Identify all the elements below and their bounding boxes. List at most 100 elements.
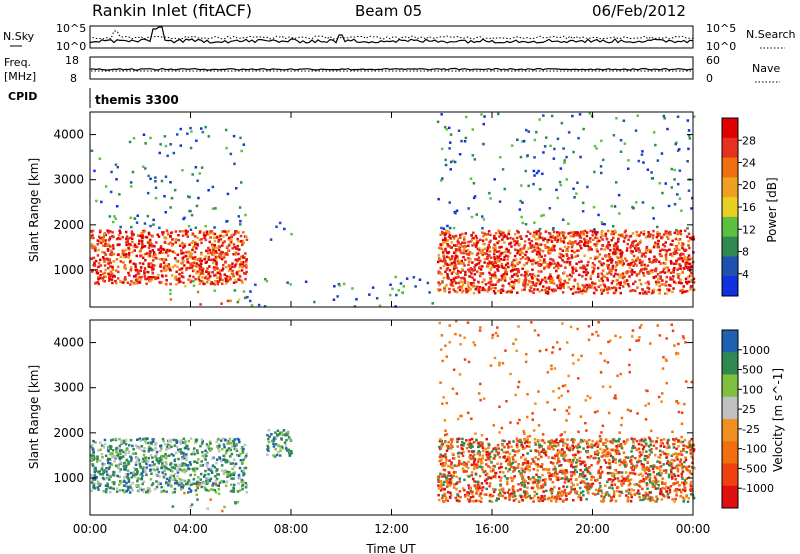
range-gate-cell xyxy=(191,255,194,259)
range-gate-cell xyxy=(142,480,146,484)
range-gate-cell xyxy=(96,460,99,463)
range-gate-cell xyxy=(187,224,191,228)
range-gate-cell xyxy=(482,234,485,238)
range-gate-cell xyxy=(664,469,668,472)
range-gate-cell xyxy=(644,255,647,258)
range-gate-cell xyxy=(234,258,238,262)
range-gate-cell xyxy=(597,275,600,278)
range-gate-cell xyxy=(174,230,178,233)
range-gate-cell xyxy=(599,165,603,168)
range-gate-cell xyxy=(173,264,177,267)
range-gate-cell xyxy=(353,305,357,308)
range-gate-cell xyxy=(117,270,120,274)
range-gate-cell xyxy=(461,241,464,244)
range-gate-cell xyxy=(132,448,135,451)
range-gate-cell xyxy=(112,260,115,263)
range-gate-cell xyxy=(228,236,231,240)
range-gate-cell xyxy=(489,197,492,200)
range-gate-cell xyxy=(114,279,117,283)
range-gate-cell xyxy=(274,431,277,434)
range-gate-cell xyxy=(601,279,605,283)
range-gate-cell xyxy=(177,466,180,469)
range-gate-cell xyxy=(481,248,484,252)
range-gate-cell xyxy=(243,456,247,459)
range-gate-cell xyxy=(218,272,222,275)
range-gate-cell xyxy=(471,285,475,288)
range-gate-cell xyxy=(525,250,528,254)
range-gate-cell xyxy=(234,462,238,465)
range-gate-cell xyxy=(521,247,524,250)
range-gate-cell xyxy=(235,271,239,275)
range-gate-cell xyxy=(676,230,680,234)
range-gate-cell xyxy=(196,486,199,490)
range-gate-cell xyxy=(494,283,497,286)
range-gate-cell xyxy=(242,261,245,264)
range-gate-cell xyxy=(624,456,628,459)
range-gate-cell xyxy=(196,242,199,246)
range-gate-cell xyxy=(661,279,664,282)
range-gate-cell xyxy=(688,258,691,261)
range-gate-cell xyxy=(199,444,202,448)
range-gate-cell xyxy=(169,483,173,487)
range-gate-cell xyxy=(110,463,114,466)
range-gate-cell xyxy=(556,472,559,476)
range-gate-cell xyxy=(661,486,664,490)
range-gate-cell xyxy=(444,262,447,265)
range-gate-cell xyxy=(468,438,472,442)
range-gate-cell xyxy=(467,240,470,244)
range-gate-cell xyxy=(464,464,467,467)
range-gate-cell xyxy=(181,462,184,465)
range-gate-cell xyxy=(273,455,277,458)
range-gate-cell xyxy=(158,475,161,478)
range-gate-cell xyxy=(475,438,478,442)
range-gate-cell xyxy=(471,244,474,247)
range-gate-cell xyxy=(596,255,600,259)
range-gate-cell xyxy=(442,276,446,280)
range-gate-cell xyxy=(200,238,203,241)
range-gate-cell xyxy=(185,268,188,272)
range-gate-cell xyxy=(520,250,523,254)
range-gate-cell xyxy=(533,174,536,177)
range-gate-cell xyxy=(631,270,634,273)
range-gate-cell xyxy=(659,271,662,274)
range-gate-cell xyxy=(109,245,112,248)
range-gate-cell xyxy=(671,243,674,246)
range-gate-cell xyxy=(439,259,442,262)
range-gate-cell xyxy=(687,266,690,269)
range-gate-cell xyxy=(604,232,607,236)
range-gate-cell xyxy=(140,445,143,448)
range-gate-cell xyxy=(228,439,232,442)
range-gate-cell xyxy=(579,473,583,477)
range-gate-cell xyxy=(634,280,637,283)
range-gate-cell xyxy=(479,238,482,242)
range-gate-cell xyxy=(564,281,567,284)
range-gate-cell xyxy=(496,462,499,465)
range-gate-cell xyxy=(550,495,554,498)
range-gate-cell xyxy=(122,250,126,253)
range-gate-cell xyxy=(597,451,600,455)
range-gate-cell xyxy=(576,254,580,257)
range-gate-cell xyxy=(462,289,465,292)
range-gate-cell xyxy=(267,449,270,452)
range-gate-cell xyxy=(149,136,152,140)
range-gate-cell xyxy=(236,437,239,441)
range-gate-cell xyxy=(114,217,117,220)
range-gate-cell xyxy=(143,272,146,275)
range-gate-cell xyxy=(473,278,476,282)
range-gate-cell xyxy=(94,282,97,285)
range-gate-cell xyxy=(155,480,158,483)
range-gate-cell xyxy=(230,238,233,242)
range-gate-cell xyxy=(214,491,218,494)
range-gate-cell xyxy=(207,271,211,274)
range-gate-cell xyxy=(626,489,630,492)
range-gate-cell xyxy=(577,291,580,294)
range-gate-cell xyxy=(211,464,215,467)
range-gate-cell xyxy=(581,210,585,213)
range-gate-cell xyxy=(662,243,665,246)
range-gate-cell xyxy=(536,438,540,442)
range-gate-cell xyxy=(199,259,202,263)
range-gate-cell xyxy=(244,213,247,217)
range-gate-cell xyxy=(148,464,152,467)
range-gate-cell xyxy=(594,493,597,496)
range-gate-cell xyxy=(102,257,106,261)
